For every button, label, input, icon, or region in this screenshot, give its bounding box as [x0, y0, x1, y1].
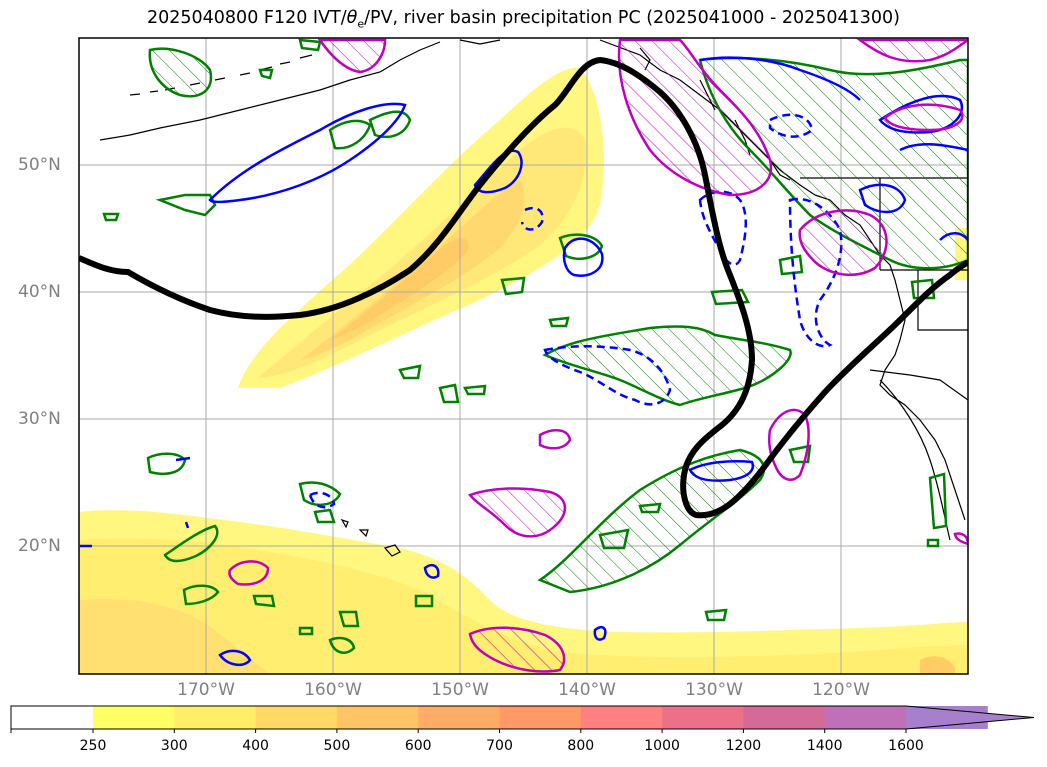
colorbar-segment: [824, 706, 907, 729]
colorbar-segment: [93, 706, 175, 729]
colorbar-segment: [255, 706, 338, 729]
colorbar-segment: [336, 706, 419, 729]
pv-contour: [79, 56, 968, 519]
lon-label-120w: 120°W: [812, 680, 870, 700]
colorbar-tick-label: 400: [242, 738, 269, 754]
colorbar-tick-label: 1200: [725, 738, 762, 754]
ivt-south-300: [79, 538, 968, 674]
colorbar-tick-label: 600: [404, 738, 432, 754]
precip-green-contours: [102, 38, 968, 654]
lat-label-30: 30°N: [18, 409, 61, 429]
colorbar-segment: [743, 706, 826, 729]
ivt-south-400: [79, 598, 270, 674]
colorbar-outline: [10, 705, 1035, 730]
ivt-east-400: [920, 656, 955, 674]
lat-label-50: 50°N: [18, 155, 61, 175]
lon-label-150w: 150°W: [431, 680, 489, 700]
colorbar-tick-label: 700: [486, 738, 513, 754]
colorbar: [10, 705, 1035, 733]
lon-label-140w: 140°W: [558, 680, 616, 700]
colorbar-tick-label: 1600: [888, 738, 924, 754]
colorbar-segment: [580, 706, 663, 729]
map-frame: [78, 37, 969, 675]
ivt-plume-500: [330, 238, 469, 340]
lon-label-130w: 130°W: [685, 680, 743, 700]
colorbar-segment: [418, 706, 500, 729]
ivt-plume-300: [258, 127, 586, 378]
colorbar-segment: [174, 706, 257, 729]
lon-label-170w: 170°W: [177, 680, 235, 700]
colorbar-tick-label: 500: [323, 738, 351, 754]
map-title: 2025040800 F120 IVT/θe/PV, river basin p…: [146, 8, 901, 31]
ivt-plume-400: [300, 180, 525, 360]
colorbar-extend-arrow: [906, 706, 1034, 729]
lat-label-40: 40°N: [18, 282, 61, 302]
colorbar-tick-label: 250: [79, 738, 107, 754]
colorbar-tick-label: 800: [567, 738, 595, 754]
colorbar-segment: [499, 706, 582, 729]
lon-label-160w: 160°W: [304, 680, 362, 700]
colorbar-segment: [662, 706, 744, 729]
colorbar-tick-label: 300: [160, 738, 188, 754]
colorbar-tick-label: 1400: [806, 738, 843, 754]
hawaii: [340, 518, 401, 557]
lat-label-20: 20°N: [18, 536, 61, 556]
colorbar-tick-label: 1000: [644, 738, 680, 754]
magenta-contours: [228, 38, 968, 673]
